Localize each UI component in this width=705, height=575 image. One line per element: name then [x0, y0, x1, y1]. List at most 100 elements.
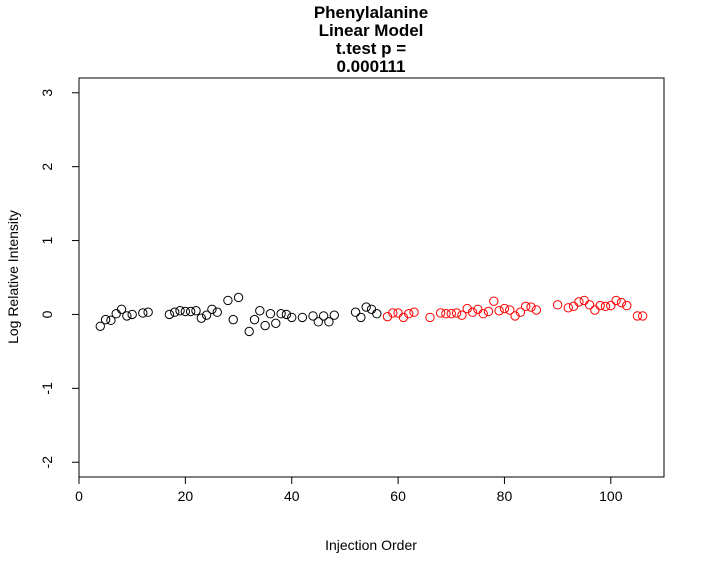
red-series-point [568, 301, 579, 312]
chart-title-line-3: t.test p = [336, 39, 406, 58]
black-series-point [233, 292, 244, 303]
red-series-point [499, 303, 510, 314]
red-series-point [441, 309, 451, 319]
red-series-point [552, 300, 563, 310]
x-axis: 0 20 40 60 80 100 [75, 476, 623, 504]
y-tick-label: 3 [39, 89, 55, 97]
red-series-point [404, 309, 414, 319]
black-series-point [228, 314, 238, 325]
black-series-point [196, 313, 207, 323]
black-series-point [350, 307, 361, 317]
red-series-point [505, 305, 515, 315]
red-series-point [521, 301, 531, 312]
black-series-point [95, 321, 105, 331]
red-series-point [616, 297, 627, 308]
red-series-point [600, 301, 611, 312]
red-series-point [638, 311, 648, 321]
black-series-point [170, 307, 180, 317]
plot-frame [78, 77, 665, 478]
y-axis-label: Log Relative Intensity [5, 210, 21, 344]
red-series-point [579, 295, 589, 306]
red-series-point [467, 307, 478, 317]
black-series-point [255, 306, 265, 316]
black-series-point [265, 309, 276, 319]
black-series-point [313, 317, 324, 327]
black-series-point [271, 318, 281, 329]
red-series-point [515, 307, 526, 317]
red-series-point [446, 309, 456, 319]
red-series-point [574, 297, 584, 307]
red-series-point [595, 300, 605, 311]
data-points [95, 292, 648, 337]
black-series-point [164, 309, 175, 320]
y-axis: -2 -1 0 1 2 3 [39, 89, 80, 469]
black-series-point [308, 311, 318, 321]
red-series-point [606, 300, 616, 311]
chart-title-line-1: Phenylalanine [314, 3, 428, 22]
black-series-point [318, 311, 329, 321]
black-series-point [361, 302, 371, 312]
black-series-point [122, 311, 132, 321]
x-tick-label: 40 [284, 488, 300, 504]
red-series-point [584, 300, 595, 310]
red-series-point [478, 309, 488, 319]
black-series-point [297, 312, 308, 323]
x-tick-label: 80 [497, 488, 513, 504]
black-series-point [249, 314, 260, 325]
black-series-point [143, 307, 153, 317]
red-series-point [388, 308, 398, 318]
red-series-point [526, 302, 536, 312]
black-series-point [281, 309, 292, 320]
black-series-point [366, 304, 377, 314]
x-tick-label: 0 [75, 488, 83, 504]
black-series-point [329, 310, 339, 320]
red-series-point [611, 295, 621, 306]
red-series-point [590, 305, 600, 315]
black-series-point [185, 306, 196, 317]
red-series-point [451, 308, 462, 318]
black-series-point [106, 315, 116, 326]
black-series-point [127, 309, 137, 320]
chart-title-line-4: 0.000111 [336, 57, 405, 76]
red-series-point [409, 307, 419, 317]
chart-title-line-2: Linear Model [319, 21, 424, 40]
y-tick-label: 0 [39, 310, 55, 318]
red-series-point [494, 306, 504, 316]
black-series-point [212, 307, 222, 317]
y-tick-label: -1 [39, 382, 55, 395]
black-series-point [276, 309, 286, 319]
black-series-point [207, 304, 217, 314]
x-tick-label: 20 [178, 488, 194, 504]
red-series-point [489, 296, 499, 306]
red-series-point [531, 305, 542, 315]
black-series-point [372, 309, 382, 319]
red-series-point [393, 308, 403, 318]
black-series-point [201, 310, 212, 320]
black-series-point [138, 308, 148, 318]
black-series-point [175, 306, 185, 316]
black-series-point [260, 320, 270, 331]
black-series-point [180, 306, 191, 317]
black-series-point [223, 295, 233, 306]
y-tick-label: 1 [39, 236, 55, 244]
red-series-point [425, 312, 435, 323]
x-tick-label: 100 [599, 488, 623, 504]
black-series-point [111, 309, 121, 319]
x-tick-label: 60 [390, 488, 406, 504]
red-series-point [457, 310, 467, 320]
black-series-point [116, 304, 127, 314]
y-tick-label: 2 [39, 163, 55, 171]
black-series-point [287, 312, 297, 323]
black-series-point [356, 312, 366, 323]
black-series-point [324, 317, 334, 327]
x-axis-label: Injection Order [325, 537, 417, 553]
red-series-point [483, 306, 494, 317]
black-series-point [244, 326, 254, 337]
red-series-point [435, 308, 446, 318]
y-tick-label: -2 [39, 456, 55, 469]
red-series-point [632, 311, 643, 321]
red-series-point [622, 300, 632, 311]
black-series-point [100, 314, 111, 325]
red-series-point [563, 303, 573, 313]
